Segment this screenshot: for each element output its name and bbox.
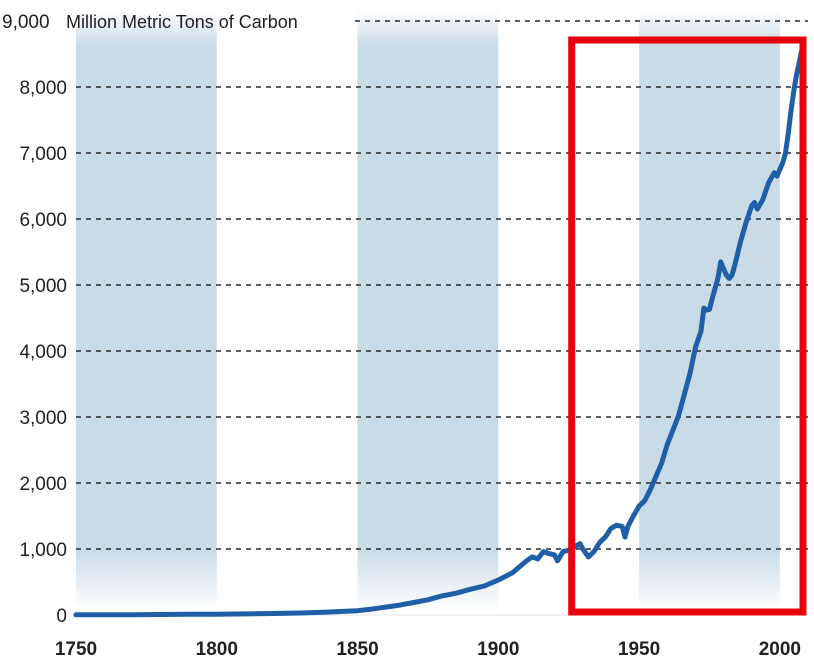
y-tick-label: 6,000 [19,210,67,231]
y-tick-label: 0 [56,606,67,627]
y-axis-unit-label: Million Metric Tons of Carbon [66,12,298,32]
shaded-bands [76,10,780,610]
y-tick-label: 8,000 [19,78,67,99]
x-tick-label: 2000 [759,639,801,660]
highlight-box [568,36,807,616]
y-tick-label: 2,000 [19,474,67,495]
x-tick-label: 1850 [336,639,378,660]
x-axis-ticks: 1750 1800 1850 1900 1950 2000 [55,639,801,660]
x-tick-label: 1750 [55,639,97,660]
series-line [73,44,805,618]
y-axis-ticks: 0 1,000 2,000 3,000 4,000 5,000 6,000 7,000 8,00… [2,12,67,627]
x-tick-label: 1900 [477,639,519,660]
y-tick-label: 9,000 [2,12,50,33]
y-tick-label: 4,000 [19,342,67,363]
x-tick-label: 1800 [196,639,238,660]
x-tick-label: 1950 [618,639,660,660]
shaded-band-0 [76,10,217,610]
shaded-band-1 [357,10,499,610]
y-tick-label: 7,000 [19,144,67,165]
y-tick-label: 1,000 [19,540,67,561]
y-tick-label: 3,000 [19,408,67,429]
y-tick-label: 5,000 [19,276,67,297]
